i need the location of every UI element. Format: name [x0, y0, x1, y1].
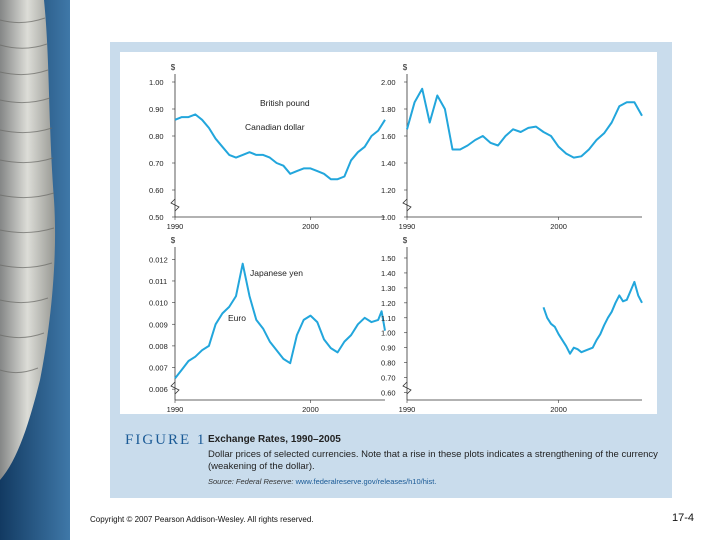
x-tick-label: 1990 [167, 405, 184, 414]
x-tick-label: 2000 [302, 222, 319, 231]
chart-background-4 [392, 234, 657, 414]
axis-break-mark [170, 198, 180, 212]
figure-description: Dollar prices of selected currencies. No… [208, 449, 658, 472]
axis-break-mark [402, 198, 412, 212]
y-tick-label: 0.90 [149, 105, 164, 114]
y-tick-label: 1.50 [381, 254, 396, 263]
figure-label: FIGURE 1 [125, 432, 207, 448]
series-line [174, 113, 386, 181]
y-tick-label: 0.011 [149, 277, 167, 286]
y-tick-label: 0.50 [149, 213, 164, 222]
y-tick-label: 1.80 [381, 105, 396, 114]
y-tick-label: 0.70 [381, 374, 396, 383]
y-tick-label: 0.012 [149, 255, 168, 264]
x-tick-label: 2000 [550, 222, 567, 231]
y-tick-label: 0.006 [149, 385, 168, 394]
axis-break-mark [402, 381, 412, 395]
series-line [406, 87, 643, 159]
y-tick-label: 0.007 [149, 364, 168, 373]
figure-source-prefix: Source: Federal Reserve: [208, 477, 294, 486]
y-tick-label: 1.00 [381, 329, 396, 338]
figure-source-url[interactable]: www.federalreserve.gov/releases/h10/hist… [295, 477, 437, 486]
y-tick-label: 1.20 [381, 299, 396, 308]
x-tick-label: 2000 [550, 405, 567, 414]
figure-source: Source: Federal Reserve: www.federalrese… [208, 477, 436, 486]
series-line [174, 262, 386, 380]
chart-background-3 [120, 234, 392, 414]
x-tick-label: 1990 [399, 222, 416, 231]
y-tick-label: 0.60 [149, 186, 164, 195]
y-tick-label: 0.009 [149, 320, 168, 329]
x-tick-label: 2000 [302, 405, 319, 414]
y-tick-label: 1.40 [381, 159, 396, 168]
y-tick-label: 1.10 [381, 314, 396, 323]
series-annotation: Canadian dollar [245, 122, 305, 132]
y-tick-label: 1.30 [381, 284, 396, 293]
y-unit-label: $ [171, 63, 176, 72]
y-tick-label: 0.010 [149, 299, 168, 308]
series-annotation: British pound [260, 98, 310, 108]
chart-4: $1.50 1.40 1.30 1.20 1.10 1.00 0.90 0.80 0.70 0.6… [228, 236, 643, 414]
series-line [542, 280, 643, 355]
y-unit-label: $ [171, 236, 176, 245]
figure-title: Exchange Rates, 1990–2005 [208, 434, 341, 445]
y-tick-label: 1.60 [381, 132, 396, 141]
y-tick-label: 2.00 [381, 78, 396, 87]
y-tick-label: 1.20 [381, 186, 396, 195]
y-tick-label: 0.80 [381, 359, 396, 368]
series-annotation: Euro [228, 313, 246, 323]
chart-background-1 [120, 52, 392, 234]
chart-3: $0.012 0.011 0.010 0.009 0.008 0.007 0.006 1990… [149, 236, 386, 414]
x-tick-label: 1990 [399, 405, 416, 414]
coin-stack-image [0, 0, 70, 540]
y-unit-label: $ [403, 236, 408, 245]
y-tick-label: 0.008 [149, 342, 168, 351]
copyright-notice: Copyright © 2007 Pearson Addison-Wesley.… [90, 515, 314, 524]
y-tick-label: 0.70 [149, 159, 164, 168]
chart-background-2 [392, 52, 657, 234]
series-annotation: Japanese yen [250, 268, 303, 278]
axis-break-mark [170, 381, 180, 395]
x-tick-label: 1990 [167, 222, 184, 231]
y-tick-label: 1.40 [381, 269, 396, 278]
y-tick-label: 0.80 [149, 132, 164, 141]
y-unit-label: $ [403, 63, 408, 72]
y-tick-label: 1.00 [381, 213, 396, 222]
y-tick-label: 1.00 [149, 78, 164, 87]
page-number: 17-4 [672, 512, 695, 524]
y-tick-label: 0.90 [381, 344, 396, 353]
y-tick-label: 0.60 [381, 389, 396, 398]
